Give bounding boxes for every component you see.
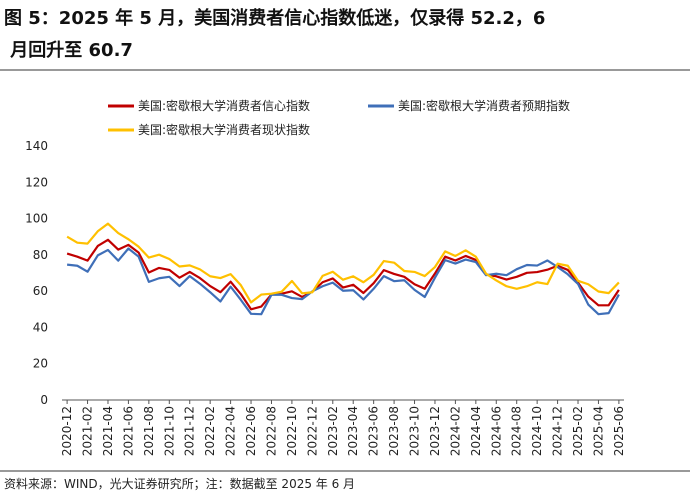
- x-tick-label: 2023-08: [387, 406, 401, 456]
- x-tick-label: 2023-04: [346, 406, 360, 456]
- x-tick-label: 2022-06: [244, 406, 258, 456]
- x-tick-label: 2025-04: [591, 406, 605, 456]
- legend-label: 美国:密歇根大学消费者信心指数: [138, 98, 310, 113]
- y-tick-label: 0: [40, 393, 48, 407]
- y-tick-label: 60: [33, 284, 48, 298]
- x-tick-label: 2024-06: [489, 406, 503, 456]
- x-tick-label: 2020-12: [60, 406, 74, 456]
- legend-label: 美国:密歇根大学消费者现状指数: [138, 122, 310, 137]
- y-tick-label: 140: [25, 139, 48, 153]
- y-tick-label: 40: [33, 320, 48, 334]
- y-tick-label: 120: [25, 175, 48, 189]
- x-tick-label: 2021-12: [183, 406, 197, 456]
- x-tick-label: 2025-06: [612, 406, 626, 456]
- x-tick-label: 2021-08: [142, 406, 156, 456]
- y-tick-label: 100: [25, 212, 48, 226]
- x-tick-label: 2021-02: [81, 406, 95, 456]
- x-tick-label: 2024-04: [469, 406, 483, 456]
- y-tick-label: 20: [33, 357, 48, 371]
- x-tick-label: 2023-02: [326, 406, 340, 456]
- x-tick-label: 2023-12: [428, 406, 442, 456]
- x-tick-label: 2021-04: [101, 406, 115, 456]
- x-tick-label: 2021-06: [121, 406, 135, 456]
- legend-label: 美国:密歇根大学消费者预期指数: [398, 98, 570, 113]
- x-tick-label: 2024-12: [551, 406, 565, 456]
- series-line: [66, 222, 620, 304]
- x-tick-label: 2022-02: [203, 406, 217, 456]
- x-tick-label: 2023-10: [408, 406, 422, 456]
- x-tick-label: 2021-10: [162, 406, 176, 456]
- x-tick-label: 2023-06: [367, 406, 381, 456]
- x-tick-label: 2024-08: [510, 406, 524, 456]
- x-tick-label: 2025-02: [571, 406, 585, 456]
- source-note: 资料来源：WIND，光大证券研究所；注：数据截至 2025 年 6 月: [4, 476, 355, 491]
- x-tick-label: 2022-10: [285, 406, 299, 456]
- chart-title: 图 5：2025 年 5 月，美国消费者信心指数低迷，仅录得 52.2，6 月回…: [4, 7, 545, 61]
- series-line: [66, 247, 620, 316]
- x-tick-label: 2022-04: [224, 406, 238, 456]
- x-tick-label: 2024-02: [448, 406, 462, 456]
- series-line: [66, 238, 620, 311]
- x-tick-label: 2022-08: [264, 406, 278, 456]
- x-tick-label: 2022-12: [305, 406, 319, 456]
- x-tick-label: 2024-10: [530, 406, 544, 456]
- y-tick-label: 80: [33, 248, 48, 262]
